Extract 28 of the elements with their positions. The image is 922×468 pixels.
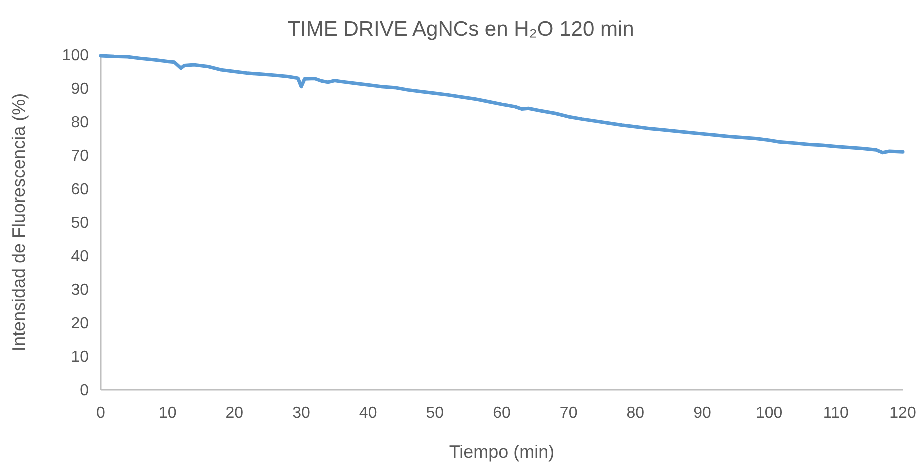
y-tick-label: 40 [71, 248, 90, 266]
y-tick-label: 100 [62, 48, 90, 65]
y-tick-label: 0 [80, 382, 90, 400]
y-tick-label: 20 [71, 316, 90, 333]
y-tick-label: 70 [71, 148, 90, 166]
x-tick-label: 100 [756, 405, 783, 422]
y-tick-label: 60 [71, 182, 90, 199]
x-tick-label: 30 [292, 405, 310, 422]
x-tick-label: 50 [426, 405, 444, 422]
x-tick-label: 60 [493, 405, 511, 422]
x-tick-label: 120 [890, 405, 916, 422]
x-axis-title: Tiempo (min) [449, 442, 555, 462]
x-tick-label: 10 [158, 405, 177, 422]
y-tick-label: 10 [71, 349, 90, 366]
x-tick-label: 20 [226, 405, 244, 422]
x-tick-label: 40 [359, 405, 378, 422]
line-series [99, 54, 905, 155]
x-tick-label: 110 [823, 405, 850, 422]
chart-title: TIME DRIVE AgNCs en H₂O 120 min [288, 18, 634, 41]
y-tick-label: 80 [71, 114, 90, 132]
x-tick-label: 70 [560, 405, 578, 422]
x-tick-label: 90 [694, 405, 712, 422]
y-tick-label: 50 [71, 215, 90, 232]
y-axis-title: Intensidad de Fluorescencia (%) [9, 93, 29, 352]
x-tick-label: 0 [96, 405, 106, 422]
y-tick-label: 30 [71, 282, 90, 300]
x-tick-label: 80 [626, 405, 645, 422]
y-tick-label: 90 [71, 81, 90, 98]
